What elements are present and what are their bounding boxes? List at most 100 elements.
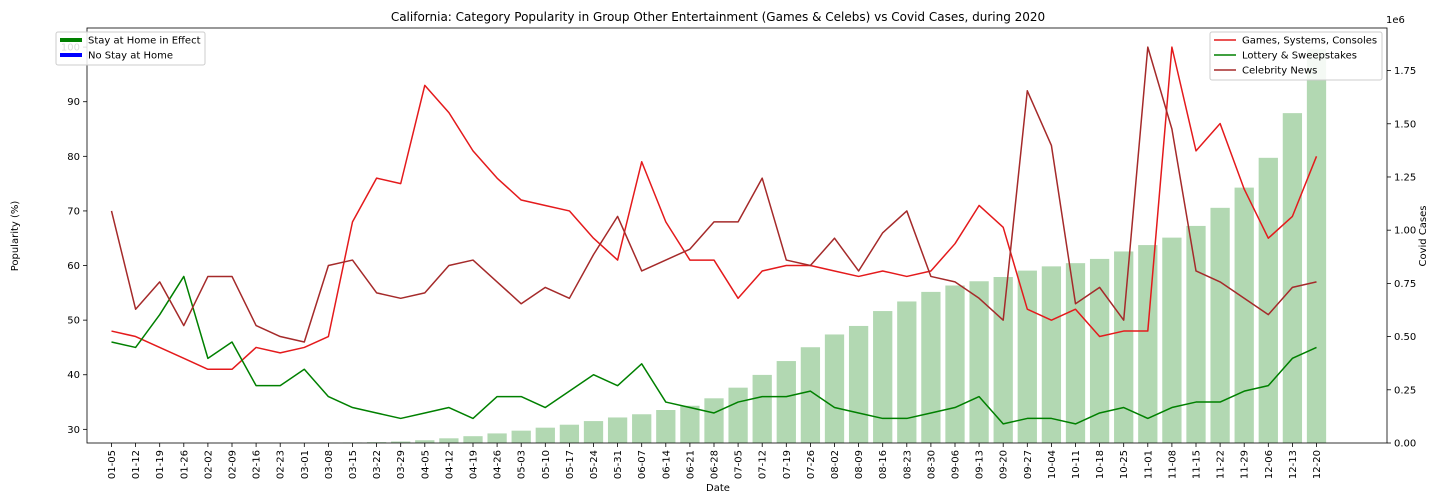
covid-bar-05-10	[535, 427, 555, 443]
y2-tick-label: 0.00	[1394, 439, 1416, 450]
x-tick-label: 01-26	[179, 450, 190, 479]
covid-cases-bars	[318, 49, 1327, 444]
legend-stay-at-home: Stay at Home in Effect No Stay at Home	[55, 31, 206, 66]
series-line-celebrity-news	[110, 46, 1317, 343]
x-tick-label: 11-29	[1240, 450, 1251, 479]
legend-entry-label: Lottery & Sweepstakes	[1242, 51, 1357, 62]
legend-stay-box	[55, 31, 206, 66]
x-tick-label: 04-05	[420, 450, 431, 479]
x-tick-label: 04-26	[493, 450, 504, 479]
covid-bar-08-09	[848, 325, 869, 443]
covid-bar-12-06	[1258, 157, 1278, 444]
x-tick-label: 09-13	[975, 450, 986, 479]
covid-bar-09-27	[1017, 270, 1037, 443]
covid-bar-11-29	[1234, 187, 1254, 443]
x-tick-label: 12-06	[1264, 450, 1275, 479]
legend-entry-label: Celebrity News	[1242, 66, 1317, 77]
x-tick-label: 05-10	[541, 450, 552, 479]
x-tick-label: 06-14	[661, 450, 672, 479]
plot-frame	[86, 27, 1388, 444]
covid-bar-11-08	[1162, 237, 1182, 443]
x-tick-label: 03-08	[324, 450, 335, 479]
covid-bar-09-20	[993, 277, 1013, 443]
legend-series: Games, Systems, Consoles Lottery & Sweeps…	[1209, 31, 1383, 81]
covid-bar-10-11	[1065, 263, 1086, 443]
x-tick-label: 01-12	[131, 450, 142, 479]
y2-axis-exponent: 1e6	[1386, 15, 1405, 26]
x-tick-label: 10-04	[1047, 450, 1058, 479]
y-axis-left: 30405060708090100	[61, 43, 87, 436]
x-tick-label: 12-13	[1288, 450, 1299, 479]
covid-bar-07-12	[752, 374, 772, 443]
x-tick-label: 09-20	[999, 450, 1010, 479]
x-tick-label: 11-08	[1167, 450, 1178, 479]
y2-axis-label: Covid Cases	[1418, 205, 1429, 266]
covid-bar-09-06	[945, 285, 965, 443]
y2-tick-label: 0.50	[1394, 332, 1416, 343]
covid-bar-09-13	[969, 281, 989, 443]
x-tick-label: 06-21	[685, 450, 696, 479]
y-tick-label: 90	[67, 97, 80, 108]
covid-bar-05-31	[607, 417, 628, 443]
x-tick-label: 10-18	[1095, 450, 1106, 479]
series-lines	[110, 46, 1318, 425]
covid-bar-05-17	[559, 424, 580, 443]
x-tick-label: 02-23	[276, 450, 287, 479]
y-tick-label: 60	[67, 261, 80, 272]
x-tick-label: 03-01	[300, 450, 311, 479]
covid-bar-03-29	[391, 441, 411, 443]
covid-bar-06-21	[680, 405, 700, 443]
x-axis: 01-05 01-12 01-19 01-26 02-02 02-09 02-16 02-23…	[107, 443, 1323, 479]
y2-tick-label: 1.25	[1394, 172, 1416, 183]
x-tick-label: 08-16	[878, 450, 889, 479]
series-line-games-systems-consoles	[111, 46, 1318, 371]
y-tick-label: 50	[67, 316, 80, 327]
x-tick-label: 03-15	[348, 450, 359, 479]
x-tick-label: 06-28	[710, 450, 721, 479]
chart-title: California: Category Popularity in Group…	[391, 10, 1045, 24]
x-tick-label: 12-20	[1312, 450, 1323, 479]
x-tick-label: 02-09	[228, 450, 239, 479]
covid-bar-08-23	[897, 301, 917, 443]
covid-bar-07-26	[800, 347, 821, 443]
covid-bar-08-02	[824, 334, 845, 443]
covid-bar-10-18	[1089, 258, 1110, 443]
x-tick-label: 11-01	[1143, 450, 1154, 479]
x-tick-label: 09-27	[1023, 450, 1034, 479]
x-tick-label: 08-30	[926, 450, 937, 479]
x-tick-label: 03-22	[372, 450, 383, 479]
y2-tick-label: 0.25	[1394, 385, 1416, 396]
x-axis-label: Date	[706, 483, 730, 494]
covid-bar-05-03	[511, 430, 531, 443]
covid-bar-06-14	[656, 410, 676, 443]
y2-tick-label: 1.75	[1394, 66, 1416, 77]
series-line-lottery-sweepstakes	[111, 275, 1317, 425]
covid-bar-04-05	[415, 440, 435, 443]
x-tick-label: 05-03	[517, 450, 528, 479]
x-tick-label: 05-31	[613, 450, 624, 479]
y-tick-label: 80	[67, 152, 80, 163]
y-axis-label: Popularity (%)	[10, 201, 21, 272]
y2-tick-label: 0.75	[1394, 279, 1416, 290]
covid-bar-07-19	[776, 361, 796, 443]
covid-bar-06-07	[632, 414, 652, 443]
x-tick-label: 07-26	[806, 450, 817, 479]
legend-entry-label: Games, Systems, Consoles	[1242, 36, 1377, 47]
x-tick-label: 08-23	[902, 450, 913, 479]
covid-bar-03-22	[366, 442, 387, 443]
x-tick-label: 03-29	[396, 450, 407, 479]
x-tick-label: 06-07	[637, 450, 648, 479]
x-tick-label: 09-06	[951, 450, 962, 479]
legend-series-box	[1209, 31, 1383, 81]
covid-bar-11-22	[1210, 207, 1230, 443]
covid-bar-04-26	[487, 433, 507, 443]
x-tick-label: 10-25	[1119, 450, 1130, 479]
y2-tick-label: 1.00	[1394, 226, 1416, 237]
x-tick-label: 04-19	[469, 450, 480, 479]
covid-bar-08-30	[921, 291, 941, 443]
x-tick-label: 10-11	[1071, 450, 1082, 479]
x-tick-label: 02-16	[252, 450, 263, 479]
x-tick-label: 01-05	[107, 450, 118, 479]
x-tick-label: 01-19	[155, 450, 166, 479]
